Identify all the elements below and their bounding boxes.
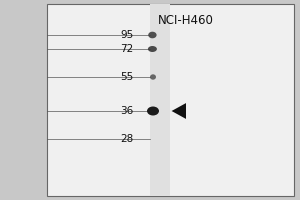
Text: 72: 72 bbox=[120, 44, 134, 54]
Ellipse shape bbox=[148, 32, 157, 38]
Text: 55: 55 bbox=[120, 72, 134, 82]
Polygon shape bbox=[172, 103, 186, 119]
Text: 95: 95 bbox=[120, 30, 134, 40]
Bar bbox=[46, 4, 294, 196]
Ellipse shape bbox=[150, 74, 156, 80]
Ellipse shape bbox=[148, 46, 157, 52]
Bar bbox=[150, 4, 170, 196]
Text: 36: 36 bbox=[120, 106, 134, 116]
Ellipse shape bbox=[147, 107, 159, 116]
Text: NCI-H460: NCI-H460 bbox=[158, 14, 214, 27]
Text: 28: 28 bbox=[120, 134, 134, 144]
